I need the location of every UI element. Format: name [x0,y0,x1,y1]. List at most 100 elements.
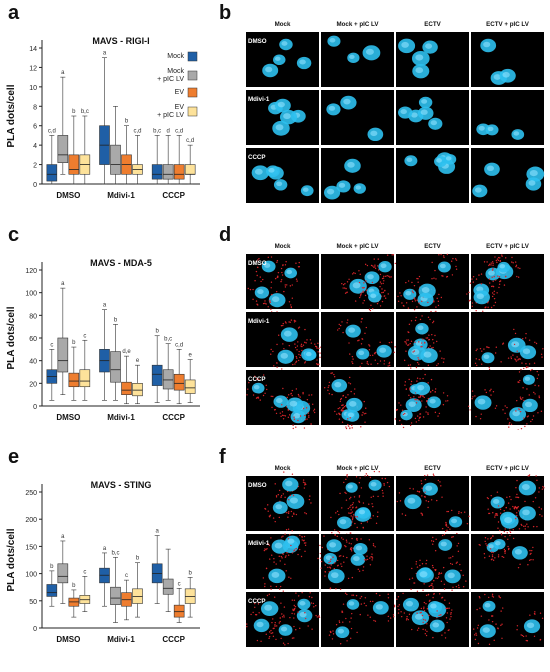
pla-dot [437,300,440,303]
pla-dot [338,513,340,516]
pla-dot [414,417,417,420]
pla-dot [432,346,434,349]
pla-dot [270,308,272,311]
pla-dot [276,276,279,279]
pla-dot [425,594,428,597]
pla-dot [379,285,381,288]
pla-dot [444,599,446,601]
significance-letter: b,c [153,128,161,134]
pla-dot [285,555,287,557]
x-tick-label: DMSO [56,635,80,644]
pla-dot [493,304,495,307]
row-label: CCCP [248,154,266,161]
pla-dot [272,350,274,353]
pla-dot [433,342,435,344]
tile-background [321,476,394,531]
pla-dot [327,389,329,392]
pla-dot [283,414,285,417]
pla-dot [295,426,297,428]
pla-dot [392,614,395,616]
pla-dot [422,628,424,631]
pla-dot [534,384,536,387]
pla-dot [421,487,423,489]
pla-dot [367,614,369,616]
pla-dot [429,345,431,347]
micrograph-tile [466,254,544,313]
pla-dot [281,274,284,276]
pla-dot [497,256,500,259]
pla-dot [363,559,366,561]
pla-dot [492,268,494,270]
pla-dot [273,558,275,560]
pla-dot [384,477,387,480]
pla-dot [292,494,295,497]
pla-dot [480,413,482,415]
pla-dot [361,318,363,320]
pla-dot [406,617,408,620]
pla-dot [295,388,298,390]
pla-dot [306,418,308,420]
pla-dot [271,293,273,296]
pla-dot [418,275,421,278]
pla-dot [530,558,532,561]
box-1-2-1 [162,343,174,401]
pla-dot [339,400,342,403]
significance-letter: b,c [81,109,89,115]
nucleus-highlight [329,542,337,548]
pla-dot [304,482,306,484]
nucleus-highlight [486,165,494,172]
nucleus-highlight [275,124,284,131]
significance-letter: a [155,529,159,535]
row-label: DMSO [248,260,267,267]
pla-dot [360,292,363,294]
pla-dot [525,635,527,637]
pla-dot [275,290,278,293]
pla-dot [387,365,389,367]
pla-dot [502,556,505,558]
pla-dot [361,414,363,416]
pla-dot [342,287,344,289]
pla-dot [379,360,382,362]
pla-dot [393,351,395,354]
pla-dot [499,596,502,599]
pla-dot [319,356,321,359]
significance-letter: c,d [175,128,183,134]
pla-dot [287,499,290,501]
x-tick-label: Mdivi-1 [107,413,135,422]
pla-dot [400,404,402,406]
pla-dot [328,381,331,384]
pla-dot [301,539,303,541]
pla-dot [280,279,283,281]
pla-dot [293,599,296,602]
pla-dot [417,357,419,359]
micrograph-tile [396,32,469,87]
nucleus-highlight [302,187,309,192]
pla-dot [301,349,303,352]
pla-dot [445,521,447,524]
pla-dot [319,544,321,547]
pla-dot [527,564,529,566]
y-tick-label: 200 [25,517,37,524]
pla-dot [532,546,534,549]
pla-dot [289,616,291,619]
pla-dot [392,254,395,256]
pla-dot [345,499,348,501]
pla-dot [323,535,325,537]
pla-dot [451,563,454,566]
pla-dot [436,499,438,502]
pla-dot [424,496,426,498]
pla-dot [420,342,423,344]
pla-dot [317,364,319,366]
pla-dot [379,281,382,283]
nucleus-highlight [353,556,360,562]
pla-dot [345,426,347,428]
box-1-1-0 [99,309,110,401]
column-label: ECTV + pIC LV [486,465,530,472]
pla-dot [427,364,430,367]
pla-dot [304,612,306,614]
micrograph-tile [321,32,394,87]
pla-dot [359,295,362,297]
pla-dot [432,321,434,324]
pla-dot [516,493,518,496]
pla-dot [372,543,375,545]
